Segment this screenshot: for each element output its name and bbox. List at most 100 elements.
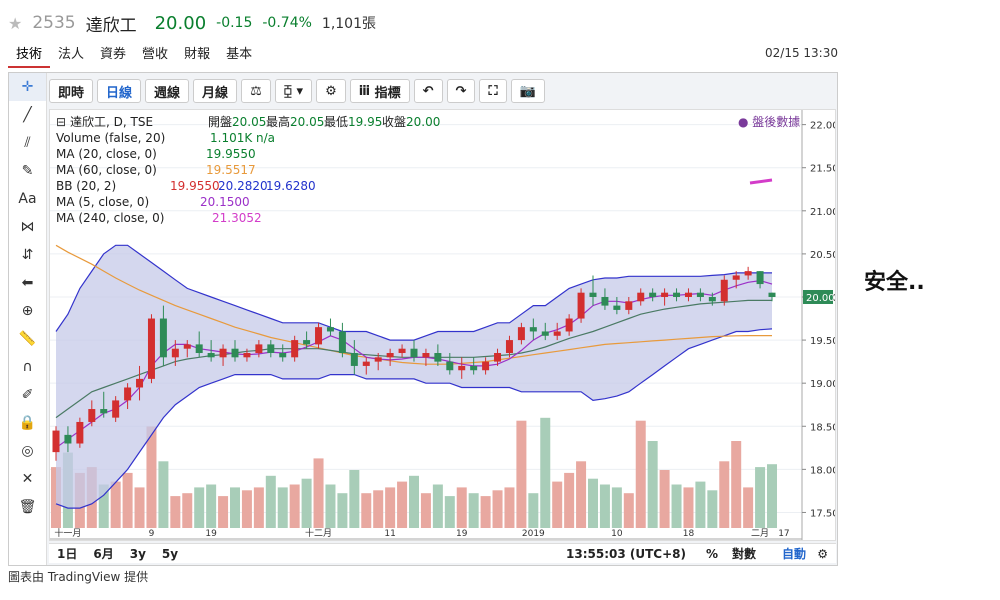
volume-bar <box>576 461 587 528</box>
afterhours-data[interactable]: ● 盤後數據 <box>738 115 800 129</box>
price-tick-label: 18.50 <box>810 422 835 433</box>
x-tick-label: 二月 <box>751 528 769 539</box>
volume-bar <box>588 478 598 528</box>
volume-bar <box>623 493 634 528</box>
candle <box>708 292 716 306</box>
candle <box>494 348 502 366</box>
prediction-icon[interactable]: ⇵ <box>21 247 34 263</box>
percent-toggle[interactable]: % <box>705 546 718 561</box>
volume-bar <box>110 481 121 528</box>
camera-icon[interactable]: 📷 <box>510 79 545 103</box>
auto-scale-toggle[interactable]: 自動 <box>781 547 806 561</box>
range-6m[interactable]: 6月 <box>93 547 114 561</box>
range-3y[interactable]: 3y <box>129 546 146 561</box>
volume-bar <box>755 467 766 528</box>
scale-settings-icon[interactable]: ⚙ <box>817 546 828 561</box>
candle <box>183 340 191 358</box>
volume-bar <box>170 496 181 528</box>
undo-icon[interactable]: ↶ <box>413 79 443 103</box>
legend-bb-lower: 19.6280 <box>266 179 316 193</box>
range-5y[interactable]: 5y <box>161 546 179 561</box>
legend-volume-value: 1.101K n/a <box>210 131 275 145</box>
chart-area[interactable]: 22.00 21.50 21.00 20.50 20.00 19.50 19.00 18.50… <box>49 109 839 541</box>
ma240-marker <box>749 178 773 185</box>
crosshair-icon[interactable]: ✛ <box>9 73 46 101</box>
candle <box>517 322 525 345</box>
candle <box>470 357 478 375</box>
candle <box>577 288 585 323</box>
lock-icon[interactable]: 🔒 <box>18 415 37 431</box>
candle <box>255 340 263 358</box>
arrow-left-icon[interactable]: ⬅ <box>21 275 34 291</box>
candle <box>732 271 740 289</box>
last-price-label: 20.00 <box>806 293 835 304</box>
volume-bar <box>671 484 682 528</box>
indicators-label: 指標 <box>374 85 401 101</box>
tab-basics[interactable]: 基本 <box>226 47 253 62</box>
stock-header: ★ 2535 達欣工 20.00 -0.15 -0.74% 1,101張 <box>8 8 376 38</box>
volume-bar <box>647 441 658 528</box>
candle <box>124 383 132 410</box>
tab-revenue[interactable]: 營收 <box>142 47 169 62</box>
x-tick-label: 11 <box>384 529 395 539</box>
text-icon[interactable]: Aa <box>18 191 37 207</box>
candle <box>207 340 215 362</box>
magnet-icon[interactable]: ∩ <box>22 359 33 375</box>
volume-bar <box>731 441 742 528</box>
legend-close-label: 收盤 <box>382 115 406 129</box>
trendline-icon[interactable]: ╱ <box>23 107 32 123</box>
pencil-lock-icon[interactable]: ✐ <box>21 387 34 403</box>
volume-bar <box>432 484 443 528</box>
volume-bar <box>241 490 252 528</box>
price-chart-svg[interactable]: 22.00 21.50 21.00 20.50 20.00 19.50 19.00 18.50… <box>50 110 839 540</box>
fib-icon[interactable]: ⫽ <box>24 135 31 151</box>
clock: 13:55:03 (UTC+8) <box>566 546 686 561</box>
tools-icon[interactable]: ✕ <box>21 471 34 487</box>
monthly-button[interactable]: 月線 <box>193 79 238 103</box>
star-icon[interactable]: ★ <box>8 13 23 33</box>
price-tick-label: 20.50 <box>810 250 835 261</box>
tab-institutional[interactable]: 法人 <box>58 47 85 62</box>
brush-icon[interactable]: ✎ <box>21 163 34 179</box>
pattern-icon[interactable]: ⋈ <box>20 219 35 235</box>
zoom-icon[interactable]: ⊕ <box>21 303 34 319</box>
volume-bar <box>420 493 431 528</box>
indicators-button[interactable]: ⅲ 指標 <box>349 79 410 103</box>
candle-type-icon[interactable]: ⧮ ▾ <box>274 79 313 103</box>
compare-icon[interactable]: ⚖ <box>241 79 271 103</box>
tab-financials[interactable]: 財報 <box>184 47 211 62</box>
legend-symbol-collapse-icon[interactable]: ⊟ <box>56 115 66 129</box>
chart-widget: ✛ ╱ ⫽ ✎ Aa ⋈ ⇵ ⬅ ⊕ 📏 ∩ ✐ 🔒 ◎ ✕ 🗑 即時 日線 週… <box>8 72 839 566</box>
measure-icon[interactable]: 📏 <box>18 331 37 347</box>
chart-toolbar: 即時 日線 週線 月線 ⚖ ⧮ ▾ ⚙ ⅲ 指標 ↶ ↷ ⛶ 📷 <box>49 79 545 105</box>
section-tabs: 技術 法人 資券 營收 財報 基本 <box>8 46 838 68</box>
candle <box>410 340 418 362</box>
legend-symbol: 達欣工, D, TSE <box>70 115 153 129</box>
daily-button[interactable]: 日線 <box>97 79 142 103</box>
volume-bar <box>397 481 408 528</box>
price-tick-label: 21.50 <box>810 164 835 175</box>
weekly-button[interactable]: 週線 <box>145 79 190 103</box>
volume-bar <box>611 487 622 528</box>
tab-margin[interactable]: 資券 <box>100 47 127 62</box>
fullscreen-icon[interactable]: ⛶ <box>479 79 507 103</box>
candle <box>291 335 299 362</box>
candle <box>649 288 657 302</box>
redo-icon[interactable]: ↷ <box>446 79 476 103</box>
volume-bar <box>564 472 575 528</box>
realtime-button[interactable]: 即時 <box>49 79 94 103</box>
candle <box>684 288 692 302</box>
x-tick-label: 19 <box>456 529 468 539</box>
log-toggle[interactable]: 對數 <box>731 547 756 561</box>
trash-icon[interactable]: 🗑 <box>18 499 37 515</box>
tab-technical[interactable]: 技術 <box>8 46 51 68</box>
x-tick-label: 十二月 <box>305 527 332 539</box>
candle <box>756 271 764 289</box>
candle <box>267 340 275 358</box>
volume-bar <box>552 481 563 528</box>
hide-icon[interactable]: ◎ <box>21 443 34 459</box>
settings-icon[interactable]: ⚙ <box>316 79 346 103</box>
legend-bb-upper: 20.2820 <box>218 179 268 193</box>
volume-bar <box>206 484 217 528</box>
range-1d[interactable]: 1日 <box>57 547 78 561</box>
